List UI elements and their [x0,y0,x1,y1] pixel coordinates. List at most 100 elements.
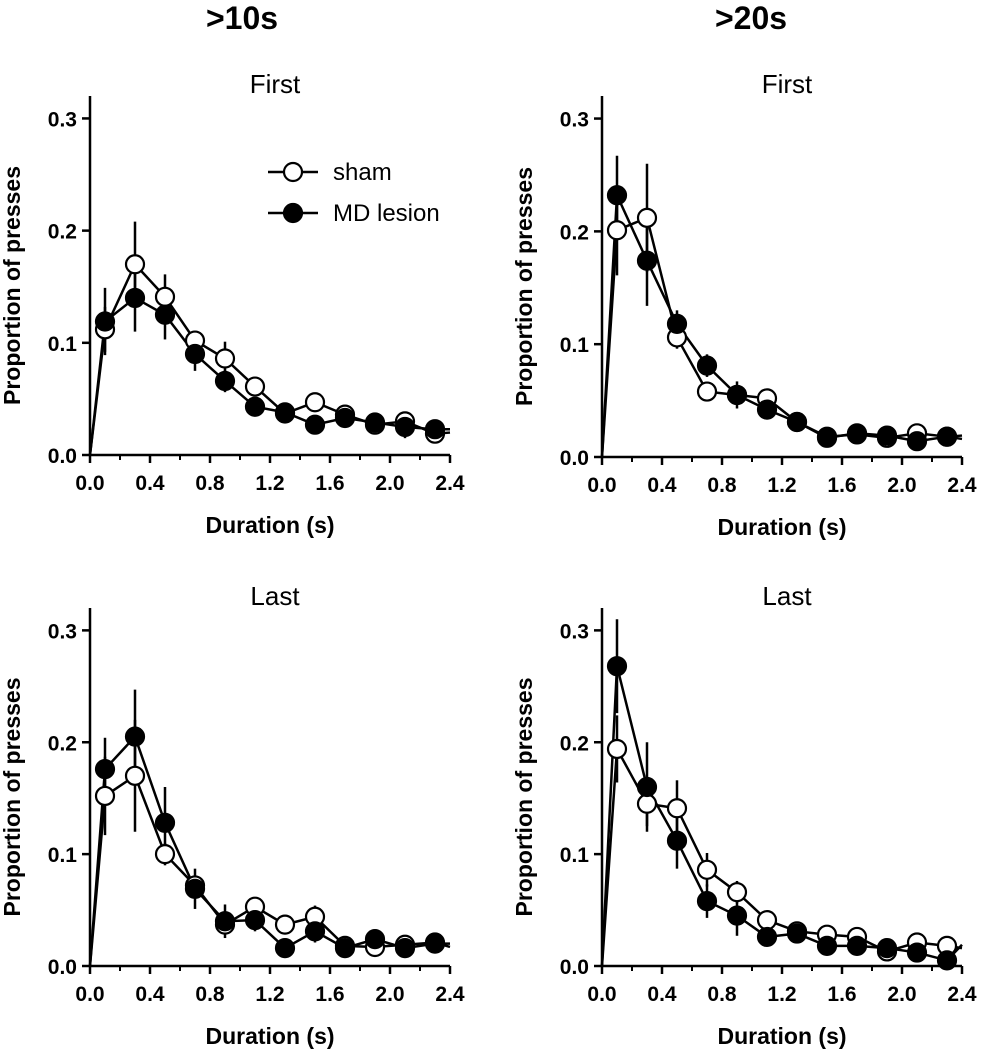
x-tick-label: 0.8 [707,983,737,1006]
point-sham [214,348,236,369]
point-sham [124,254,146,275]
point-md-lesion [394,416,416,438]
x-tick-label: 2.0 [887,983,916,1006]
x-axis-label: Duration (s) [205,512,334,538]
x-tick-label: 1.6 [315,983,344,1006]
point-md-lesion [816,427,838,448]
x-tick-label: 1.6 [827,983,856,1006]
point-md-lesion [124,726,146,747]
chart-panel-2: 0.0 0.4 0.8 1.2 1.6 2.0 2.4 0.0 0.1 0.2 0.3 Duratio… [511,69,977,540]
series-line-md-lesion [600,665,963,967]
point-md-lesion [304,414,326,435]
legend-label-md-lesion: MD lesion [333,200,440,227]
point-md-lesion [696,355,718,376]
y-axis-label: Proportion of presses [511,167,537,406]
point-md-lesion [606,656,628,677]
y-axis-label: Proportion of presses [0,166,25,405]
y-tick-label: 0.0 [48,956,77,979]
x-tick-label: 1.2 [767,474,796,497]
y-tick-label: 0.0 [48,445,77,468]
point-sham [666,798,688,819]
point-md-lesion [394,937,416,959]
point-md-lesion [154,304,176,325]
point-md-lesion [726,905,748,926]
point-md-lesion [424,933,446,954]
x-tick-label: 1.6 [827,474,856,497]
panel-title: First [762,69,813,99]
y-tick-label: 0.1 [560,844,590,867]
y-tick-label: 0.1 [48,333,78,356]
point-md-lesion [364,412,386,433]
x-tick-label: 1.6 [315,472,344,495]
point-md-lesion [756,926,778,948]
panel-title: First [250,69,301,99]
point-sham [304,392,326,413]
point-md-lesion [786,923,808,944]
legend-marker-md-lesion [282,202,304,224]
chart-panel-3: 0.0 0.4 0.8 1.2 1.6 2.0 2.4 0.0 0.1 0.2 0.3 Duratio… [0,581,465,1049]
point-md-lesion [334,937,356,959]
x-tick-label: 0.0 [75,472,104,495]
y-tick-label: 0.2 [48,732,77,755]
x-axis-label: Duration (s) [205,1023,334,1049]
y-axis-label: Proportion of presses [0,678,25,917]
point-md-lesion [726,384,748,406]
x-tick-label: 0.8 [195,983,225,1006]
series-line-sham [88,773,451,967]
series-line-sham [600,744,963,967]
legend: sham MD lesion [268,159,440,227]
x-axis-label: Duration (s) [717,514,846,540]
point-md-lesion [124,287,146,309]
point-sham [606,738,628,760]
x-tick-label: 1.2 [255,983,284,1006]
point-sham [124,765,146,786]
point-md-lesion [244,396,266,417]
point-md-lesion [304,921,326,942]
chart-panel-1: 0.0 0.4 0.8 1.2 1.6 2.0 2.4 0.0 0.1 0.2 0.3 Duratio… [0,69,465,538]
point-sham [756,910,778,931]
point-md-lesion [696,891,718,912]
point-md-lesion [184,878,206,899]
x-tick-label: 2.0 [887,474,916,497]
x-tick-label: 0.4 [647,983,677,1006]
x-tick-label: 0.8 [195,472,225,495]
point-md-lesion [244,910,266,931]
panel-title: Last [250,581,300,611]
y-tick-label: 0.1 [560,334,590,357]
y-tick-label: 0.0 [560,447,589,470]
x-tick-label: 2.4 [947,474,977,497]
point-md-lesion [876,937,898,959]
point-md-lesion [936,950,958,971]
point-sham [606,220,628,241]
point-md-lesion [364,929,386,950]
point-md-lesion [636,776,658,798]
x-tick-label: 1.2 [255,472,284,495]
point-md-lesion [214,370,236,392]
point-sham [696,381,718,402]
point-md-lesion [274,402,296,423]
point-sham [636,207,658,228]
point-md-lesion [906,942,928,963]
point-md-lesion [666,830,688,851]
y-tick-label: 0.3 [48,620,77,643]
x-tick-label: 2.0 [375,983,404,1006]
y-tick-label: 0.0 [560,956,589,979]
panel-title: Last [762,581,812,611]
x-tick-label: 0.0 [587,474,616,497]
point-md-lesion [876,425,898,446]
point-md-lesion [846,935,868,956]
x-tick-label: 2.4 [947,983,977,1006]
x-tick-label: 0.4 [647,474,677,497]
x-tick-label: 0.8 [707,474,737,497]
point-md-lesion [424,419,446,440]
point-sham [274,914,296,935]
point-sham [94,785,116,807]
series-line-md-lesion [88,734,450,967]
y-tick-label: 0.3 [48,108,77,131]
legend-label-sham: sham [333,159,392,186]
y-tick-label: 0.3 [560,620,589,643]
x-tick-label: 0.0 [587,983,616,1006]
y-axis-label: Proportion of presses [511,678,537,917]
point-sham [154,844,176,865]
point-md-lesion [636,250,658,271]
